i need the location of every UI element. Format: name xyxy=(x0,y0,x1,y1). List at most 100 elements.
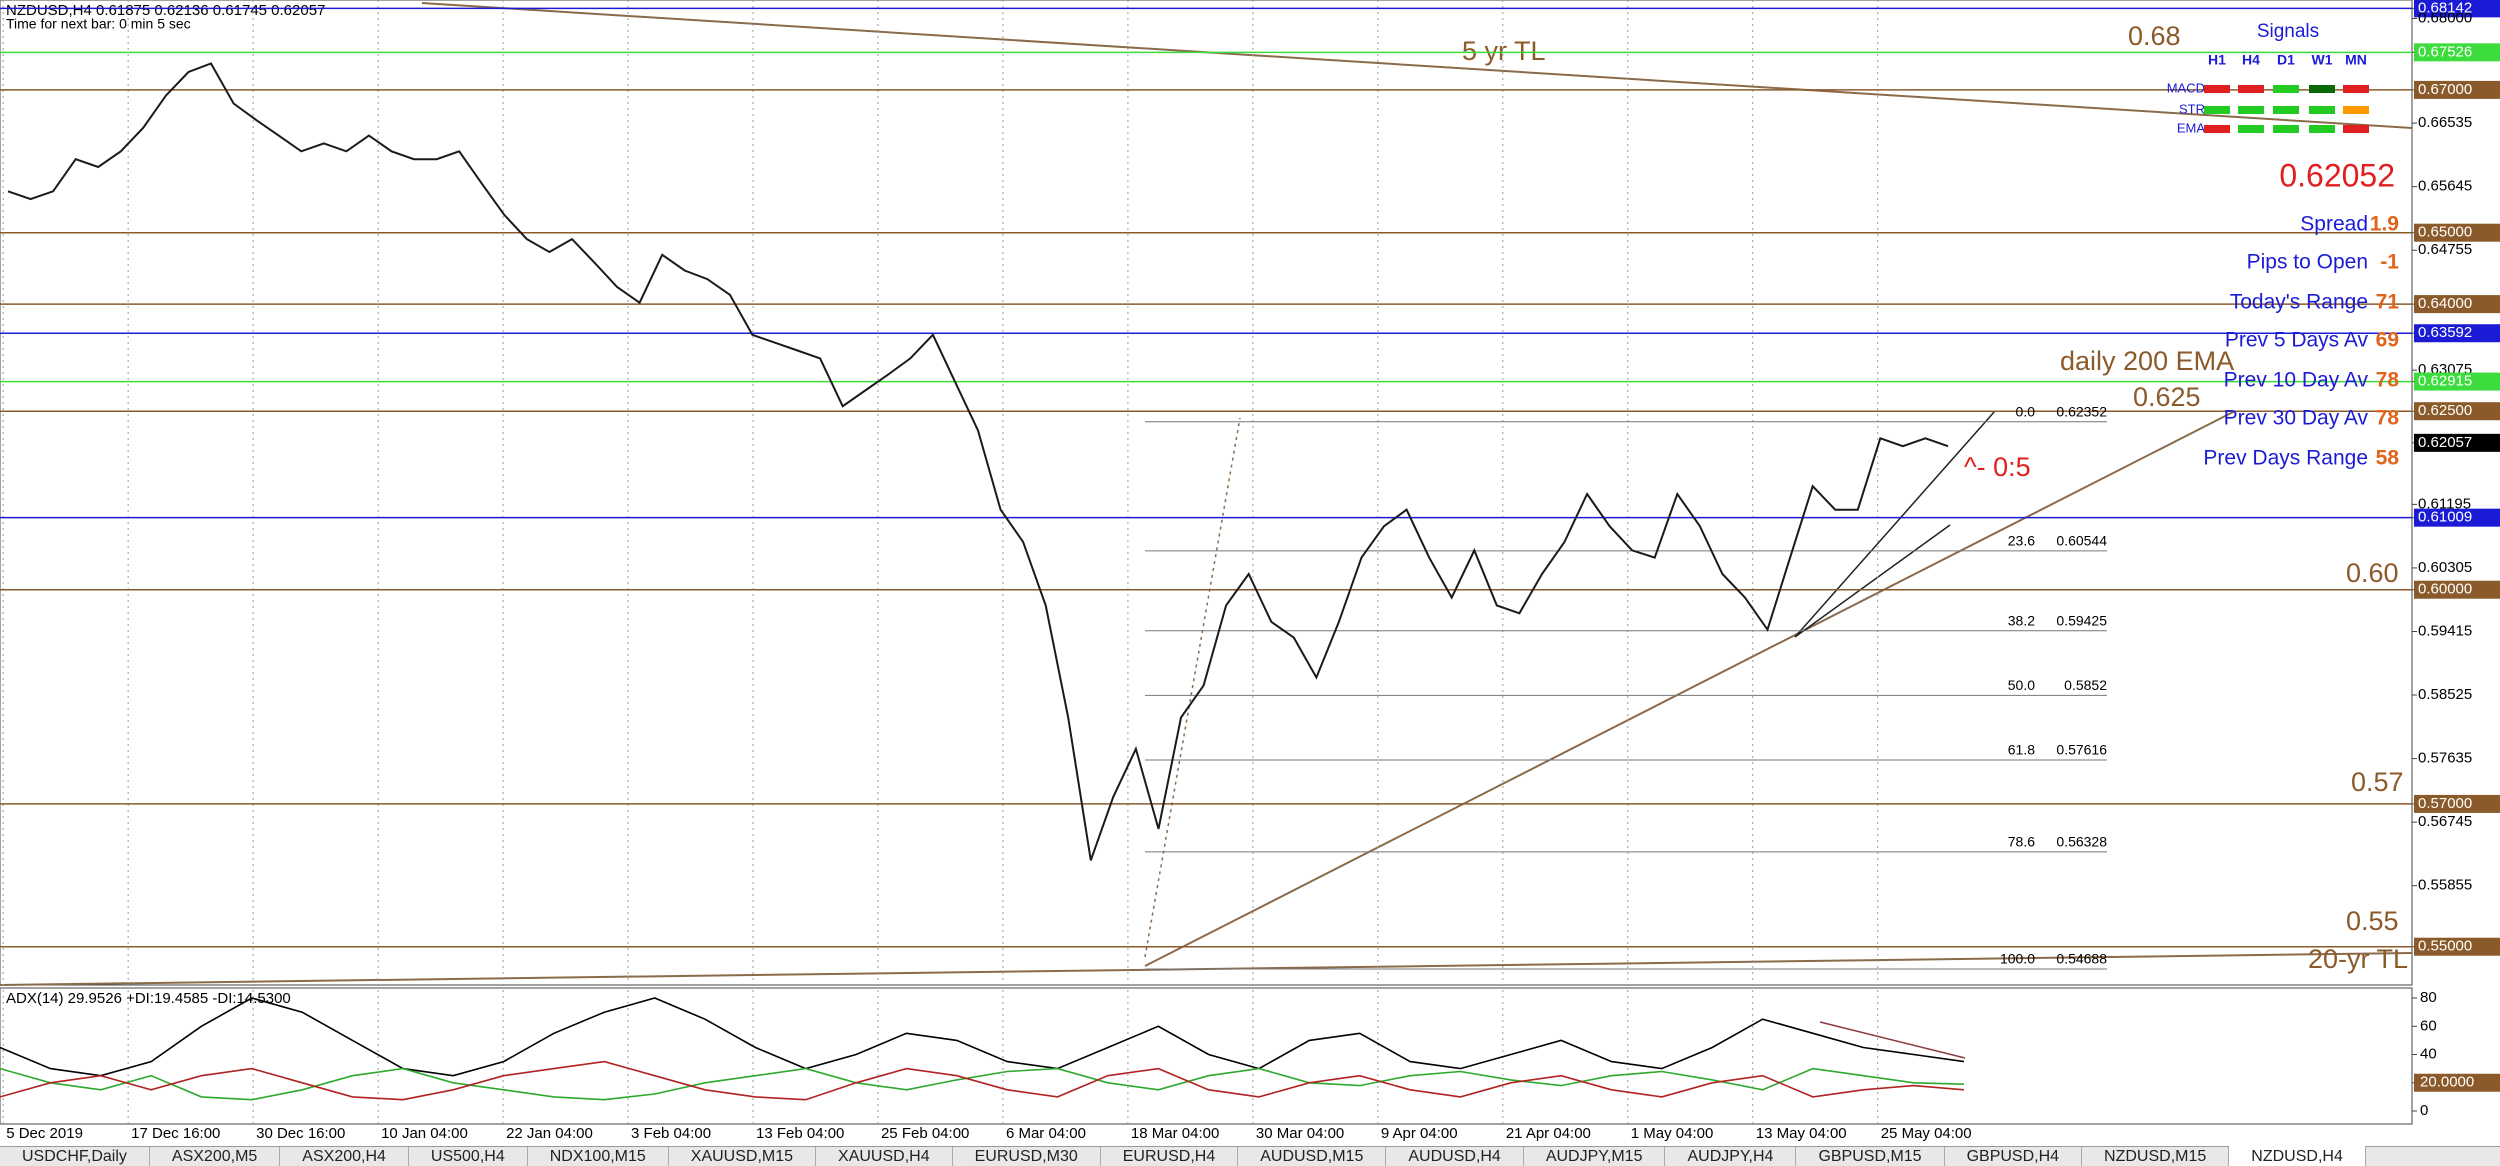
y-tick-label: 0.63592 xyxy=(2418,324,2472,341)
signal-col: MN xyxy=(2345,52,2367,68)
trendline-up xyxy=(1144,410,2236,967)
info-value: -1 xyxy=(2380,251,2399,274)
signals-title: Signals xyxy=(2257,21,2319,42)
signal-row: EMA xyxy=(2177,120,2206,135)
info-value: 71 xyxy=(2376,291,2400,314)
chart-tab[interactable]: NZDUSD,H4 xyxy=(2229,1145,2366,1166)
signal-cell xyxy=(2273,125,2299,133)
signal-cell xyxy=(2238,125,2264,133)
x-tick-label: 9 Apr 04:00 xyxy=(1381,1125,1458,1142)
y-tick-label: 0 xyxy=(2420,1102,2428,1119)
fib-level: 78.6 xyxy=(2008,834,2035,850)
x-tick-label: 25 Feb 04:00 xyxy=(881,1125,969,1142)
signal-col: H4 xyxy=(2242,52,2260,68)
signal-cell xyxy=(2309,85,2335,93)
y-tick-label: 60 xyxy=(2420,1017,2437,1034)
y-tick-label: 0.66535 xyxy=(2418,114,2472,131)
x-tick-label: 30 Dec 16:00 xyxy=(256,1125,345,1142)
y-tick-box xyxy=(2414,295,2500,314)
x-tick-label: 18 Mar 04:00 xyxy=(1131,1125,1219,1142)
x-tick-label: 6 Mar 04:00 xyxy=(1006,1125,1086,1142)
bid-price: 0.62052 xyxy=(2279,157,2395,193)
chart-title: NZDUSD,H4 0.61875 0.62136 0.61745 0.6205… xyxy=(6,2,325,19)
x-tick-label: 25 May 04:00 xyxy=(1881,1125,1972,1142)
chart-tab[interactable]: AUDJPY,M15 xyxy=(1524,1147,1666,1166)
y-tick-box xyxy=(2414,223,2500,242)
chart-tab[interactable]: EURUSD,M30 xyxy=(953,1147,1101,1166)
info-label: Prev 10 Day Av xyxy=(2224,369,2369,392)
y-tick-label: 0.57635 xyxy=(2418,750,2472,767)
info-label: Spread xyxy=(2300,213,2368,236)
y-tick-label: 0.60000 xyxy=(2418,581,2472,598)
y-tick-label: 0.62915 xyxy=(2418,373,2472,390)
annotation: ^- 0:5 xyxy=(1964,452,2031,482)
y-tick-label: 0.55855 xyxy=(2418,877,2472,894)
fib-level: 61.8 xyxy=(2008,742,2035,758)
y-tick-label: 20.0000 xyxy=(2420,1074,2474,1091)
signal-cell xyxy=(2309,125,2335,133)
y-tick-label: 0.67000 xyxy=(2418,81,2472,98)
x-tick-label: 5 Dec 2019 xyxy=(6,1125,83,1142)
adx-trendline xyxy=(1819,1021,1966,1059)
fib-level: 23.6 xyxy=(2008,533,2035,549)
chart-tab[interactable]: XAUUSD,M15 xyxy=(669,1147,817,1166)
info-value: 1.9 xyxy=(2370,213,2399,236)
chart-tab[interactable]: XAUUSD,H4 xyxy=(816,1147,953,1166)
chart-tab[interactable]: AUDUSD,M15 xyxy=(1238,1147,1387,1166)
chart-tab[interactable]: GBPUSD,M15 xyxy=(1796,1147,1945,1166)
signal-cell xyxy=(2309,106,2335,114)
chart-tab[interactable]: ASX200,M5 xyxy=(150,1147,281,1166)
y-tick-box xyxy=(2414,0,2500,18)
signal-cell xyxy=(2204,106,2230,114)
signal-col: W1 xyxy=(2312,52,2333,68)
adx-line xyxy=(0,1067,1965,1101)
info-value: 78 xyxy=(2376,369,2400,392)
chart-tab[interactable]: AUDUSD,H4 xyxy=(1386,1147,1524,1166)
adx-frame xyxy=(0,987,2413,1125)
annotation: 0.57 xyxy=(2351,767,2404,797)
fib-level: 100.0 xyxy=(2000,951,2035,967)
trendline-short xyxy=(1794,524,1951,638)
chart-tab[interactable]: US500,H4 xyxy=(409,1147,528,1166)
y-tick-box xyxy=(2414,433,2500,452)
info-value: 69 xyxy=(2376,329,2399,352)
y-tick-label: 0.61009 xyxy=(2418,509,2472,526)
x-tick-label: 1 May 04:00 xyxy=(1631,1125,1714,1142)
x-tick-label: 17 Dec 16:00 xyxy=(131,1125,220,1142)
signal-cell xyxy=(2238,85,2264,93)
info-label: Pips to Open xyxy=(2247,251,2368,274)
fib-anchor xyxy=(1144,417,1241,958)
y-tick-label: 0.64000 xyxy=(2418,295,2472,312)
annotation: 0.625 xyxy=(2133,382,2201,412)
chart-tab[interactable]: EURUSD,H4 xyxy=(1101,1147,1239,1166)
y-tick-box xyxy=(2414,794,2500,813)
adx-line xyxy=(0,1060,1965,1101)
chart-tab[interactable]: GBPUSD,H4 xyxy=(1945,1147,2083,1166)
bar-timer: Time for next bar: 0 min 5 sec xyxy=(6,16,191,32)
trendline-short xyxy=(1794,410,1996,638)
chart-tab[interactable]: NZDUSD,M15 xyxy=(2082,1147,2230,1166)
chart-tab[interactable]: USDCHF,Daily xyxy=(0,1147,150,1166)
signal-cell xyxy=(2343,106,2369,114)
signal-row: STR xyxy=(2179,101,2205,116)
fib-price: 0.54688 xyxy=(2056,951,2107,967)
y-tick-label: 0.61195 xyxy=(2418,495,2471,512)
chart-tab[interactable]: NDX100,M15 xyxy=(528,1147,669,1166)
y-tick-label: 0.68142 xyxy=(2418,0,2472,16)
info-label: Prev 30 Day Av xyxy=(2224,407,2369,430)
fib-price: 0.5852 xyxy=(2064,677,2107,693)
chart-tab[interactable]: AUDJPY,H4 xyxy=(1665,1147,1797,1166)
y-tick-box xyxy=(2414,80,2500,99)
trendlines xyxy=(0,2,2413,1059)
fib-level: 38.2 xyxy=(2008,612,2035,628)
y-tick-label: 0.64755 xyxy=(2418,241,2472,258)
chart-tab[interactable]: ASX200,H4 xyxy=(280,1147,409,1166)
x-tick-label: 10 Jan 04:00 xyxy=(381,1125,468,1142)
adx-title: ADX(14) 29.9526 +DI:19.4585 -DI:14.5300 xyxy=(6,990,291,1007)
annotation: 0.55 xyxy=(2346,906,2399,936)
trendline-5yr xyxy=(421,2,2413,129)
signal-cell xyxy=(2204,125,2230,133)
signal-cell xyxy=(2238,106,2264,114)
